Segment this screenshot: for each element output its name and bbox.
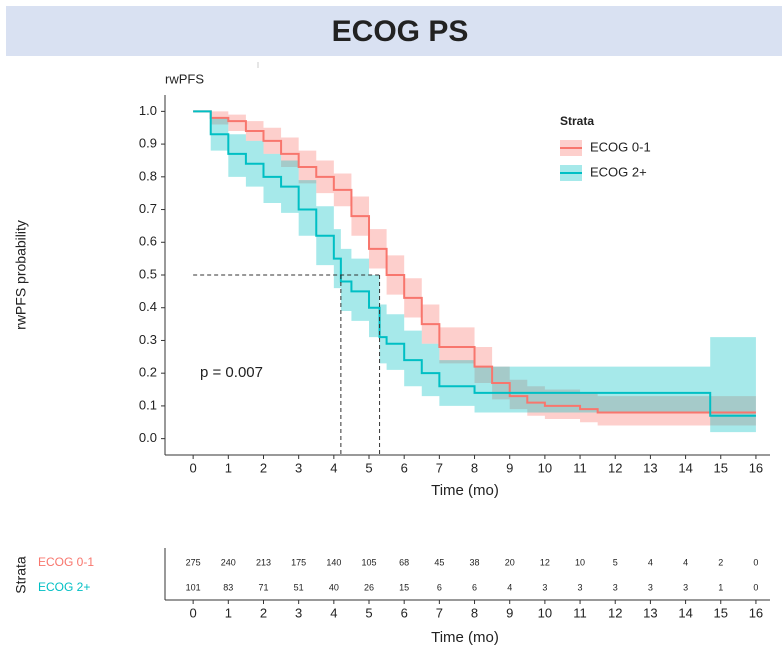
risk-count: 105 [361,557,376,567]
risk-count: 6 [472,582,477,592]
risk-count: 83 [223,582,233,592]
y-tick-label: 0.1 [139,397,157,412]
risk-count: 12 [540,557,550,567]
risk-count: 6 [437,582,442,592]
risk-x-tick-label: 6 [401,605,408,620]
x-tick-label: 6 [401,460,408,475]
x-tick-label: 13 [643,460,657,475]
risk-x-tick-label: 12 [608,605,622,620]
x-tick-label: 8 [471,460,478,475]
risk-count: 3 [578,582,583,592]
risk-x-tick-label: 5 [365,605,372,620]
x-tick-label: 9 [506,460,513,475]
x-tick-label: 7 [436,460,443,475]
x-tick-label: 16 [749,460,763,475]
risk-count: 45 [434,557,444,567]
risk-count: 4 [507,582,512,592]
y-tick-label: 0.6 [139,234,157,249]
x-tick-label: 5 [365,460,372,475]
risk-count: 20 [505,557,515,567]
legend-label: ECOG 2+ [590,164,647,179]
header-band [6,6,782,56]
risk-count: 3 [683,582,688,592]
y-tick-label: 0.5 [139,266,157,281]
risk-count: 5 [613,557,618,567]
risk-row-label: ECOG 0-1 [38,555,94,569]
risk-count: 15 [399,582,409,592]
risk-title: Strata [13,556,29,594]
risk-count: 71 [258,582,268,592]
risk-x-tick-label: 0 [190,605,197,620]
y-tick-label: 0.8 [139,168,157,183]
risk-count: 3 [542,582,547,592]
x-tick-label: 2 [260,460,267,475]
risk-count: 0 [753,582,758,592]
legend-title: Strata [560,114,594,128]
risk-x-tick-label: 13 [643,605,657,620]
x-tick-label: 15 [714,460,728,475]
risk-count: 213 [256,557,271,567]
risk-count: 10 [575,557,585,567]
x-tick-label: 10 [538,460,552,475]
y-tick-label: 0.9 [139,136,157,151]
risk-x-tick-label: 8 [471,605,478,620]
risk-count: 26 [364,582,374,592]
x-tick-label: 12 [608,460,622,475]
risk-count: 40 [329,582,339,592]
risk-count: 101 [186,582,201,592]
risk-count: 4 [683,557,688,567]
risk-x-tick-label: 9 [506,605,513,620]
y-axis-label: rwPFS probability [13,220,29,330]
risk-x-label: Time (mo) [431,629,499,646]
y-tick-label: 0.0 [139,430,157,445]
risk-x-tick-label: 15 [714,605,728,620]
risk-x-tick-label: 7 [436,605,443,620]
ci-band [193,111,756,433]
x-tick-label: 14 [678,460,692,475]
risk-x-tick-label: 1 [225,605,232,620]
risk-count: 240 [221,557,236,567]
risk-x-tick-label: 3 [295,605,302,620]
legend-label: ECOG 0-1 [590,139,651,154]
risk-count: 68 [399,557,409,567]
y-tick-label: 0.7 [139,201,157,216]
risk-x-tick-label: 2 [260,605,267,620]
y-tick-label: 0.2 [139,365,157,380]
risk-count: 275 [186,557,201,567]
risk-x-tick-label: 4 [330,605,337,620]
y-title: rwPFS [165,71,204,86]
risk-count: 51 [294,582,304,592]
risk-count: 4 [648,557,653,567]
risk-count: 175 [291,557,306,567]
risk-count: 3 [648,582,653,592]
risk-row-label: ECOG 2+ [38,580,90,594]
y-tick-label: 0.4 [139,299,157,314]
risk-count: 38 [470,557,480,567]
risk-count: 1 [718,582,723,592]
km-curve [193,110,756,417]
p-value: p = 0.007 [200,364,263,381]
risk-count: 2 [718,557,723,567]
x-tick-label: 0 [190,460,197,475]
x-tick-label: 3 [295,460,302,475]
risk-x-tick-label: 16 [749,605,763,620]
y-tick-label: 1.0 [139,103,157,118]
x-tick-label: 4 [330,460,337,475]
x-axis-label: Time (mo) [431,482,499,499]
risk-count: 0 [753,557,758,567]
risk-x-tick-label: 14 [678,605,692,620]
risk-x-tick-label: 11 [573,605,587,620]
risk-x-tick-label: 10 [538,605,552,620]
risk-count: 3 [613,582,618,592]
x-tick-label: 1 [225,460,232,475]
risk-count: 140 [326,557,341,567]
chart-title: ECOG PS [332,15,469,48]
y-tick-label: 0.3 [139,332,157,347]
x-tick-label: 11 [573,460,587,475]
km-curve [193,110,756,414]
